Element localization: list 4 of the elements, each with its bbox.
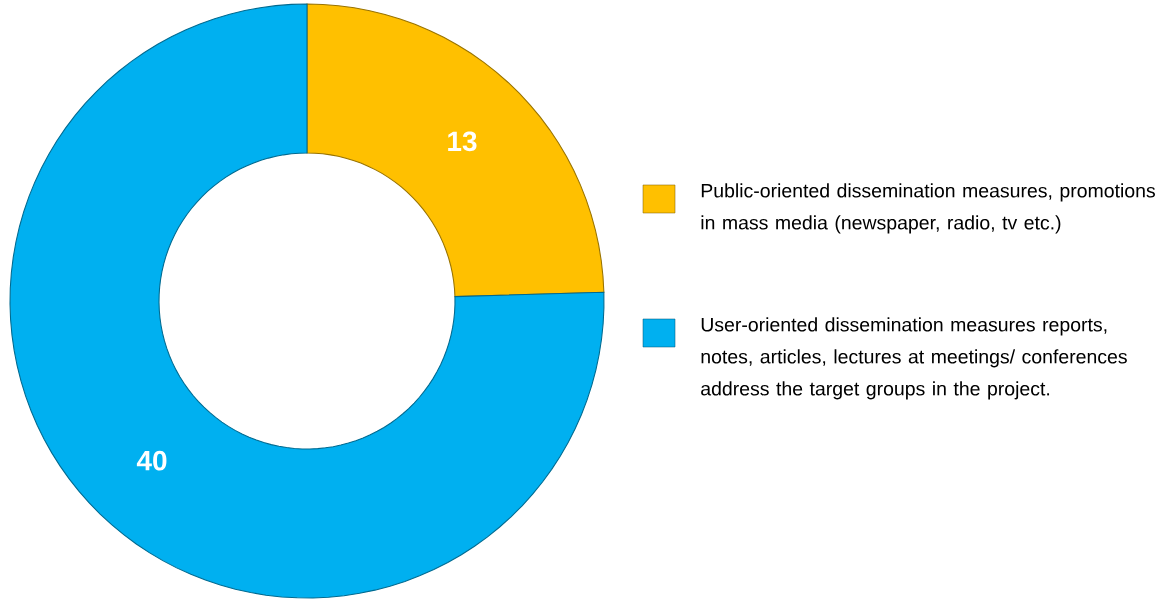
data-label: 40 (136, 450, 167, 471)
legend-label: User-oriented dissemination measures reports, notes, articles, lectures at meetings/ conferences address the target groups in the project. (701, 317, 1127, 400)
legend-label: Public-oriented dissemination measures, promotions in mass media (newspaper, radio, tv etc.) (701, 183, 1155, 234)
data-label: 13 (448, 131, 477, 152)
